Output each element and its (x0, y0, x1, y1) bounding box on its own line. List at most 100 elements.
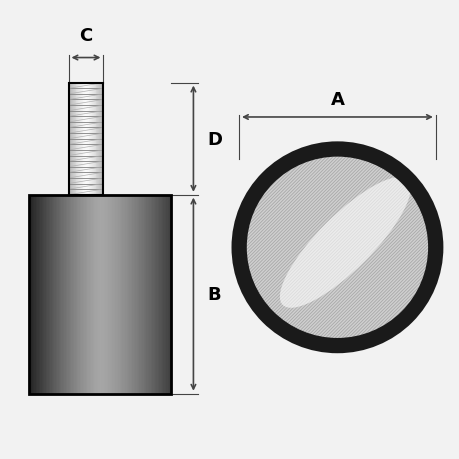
Bar (78, 84, 79, 195)
Bar (92, 195, 94, 394)
Bar (85, 195, 87, 394)
Bar (102, 84, 103, 195)
Bar (93, 84, 94, 195)
Bar (138, 195, 139, 394)
Bar (151, 195, 152, 394)
Bar (50, 195, 51, 394)
Bar (91, 84, 92, 195)
Bar (78, 195, 80, 394)
Bar (82, 84, 83, 195)
Bar (95, 84, 96, 195)
Bar (36, 195, 37, 394)
Bar (140, 195, 142, 394)
Bar (129, 195, 131, 394)
Bar (72, 84, 73, 195)
Bar (115, 195, 117, 394)
Bar (90, 195, 91, 394)
Bar (68, 84, 103, 195)
Bar (77, 195, 78, 394)
Bar (81, 195, 83, 394)
Bar (132, 195, 134, 394)
Bar (156, 195, 157, 394)
Bar (40, 195, 41, 394)
Bar (109, 195, 111, 394)
Bar (88, 84, 89, 195)
Bar (46, 195, 47, 394)
Bar (102, 195, 104, 394)
Bar (90, 84, 91, 195)
Bar (54, 195, 56, 394)
Bar (30, 195, 32, 394)
Bar (66, 195, 67, 394)
Bar (145, 195, 146, 394)
Bar (118, 195, 119, 394)
Bar (157, 195, 159, 394)
Bar (86, 84, 87, 195)
Bar (74, 195, 75, 394)
Bar (131, 195, 132, 394)
Bar (169, 195, 170, 394)
Bar (68, 84, 69, 195)
Bar (98, 84, 99, 195)
Bar (99, 84, 100, 195)
Bar (32, 195, 33, 394)
Bar (122, 195, 123, 394)
Bar (94, 84, 95, 195)
Bar (34, 195, 36, 394)
Bar (77, 84, 78, 195)
Bar (84, 84, 85, 195)
Bar (87, 195, 88, 394)
Bar (121, 195, 122, 394)
Bar (101, 195, 102, 394)
Bar (37, 195, 39, 394)
Bar (100, 84, 101, 195)
Text: A: A (330, 90, 344, 109)
Bar (41, 195, 43, 394)
Bar (60, 195, 62, 394)
Bar (29, 195, 30, 394)
Bar (146, 195, 147, 394)
Bar (164, 195, 166, 394)
Bar (70, 84, 71, 195)
Bar (39, 195, 40, 394)
Bar (68, 195, 70, 394)
Bar (64, 195, 66, 394)
Bar (75, 195, 77, 394)
Text: D: D (207, 130, 222, 148)
Bar (163, 195, 164, 394)
Bar (76, 84, 77, 195)
Bar (94, 195, 95, 394)
Bar (83, 195, 84, 394)
Text: B: B (207, 285, 220, 303)
Bar (139, 195, 140, 394)
Bar (134, 195, 135, 394)
Bar (85, 84, 86, 195)
Bar (108, 195, 109, 394)
Bar (92, 84, 93, 195)
Bar (75, 84, 76, 195)
Bar (89, 84, 90, 195)
Bar (126, 195, 128, 394)
Bar (97, 84, 98, 195)
Bar (49, 195, 50, 394)
Bar (79, 84, 80, 195)
Bar (119, 195, 121, 394)
Bar (135, 195, 136, 394)
Bar (104, 195, 105, 394)
Bar (80, 195, 81, 394)
Bar (97, 195, 98, 394)
Bar (143, 195, 145, 394)
Bar (87, 84, 88, 195)
Bar (100, 195, 101, 394)
Bar (112, 195, 114, 394)
Bar (71, 84, 72, 195)
Bar (128, 195, 129, 394)
Bar (152, 195, 153, 394)
Text: C: C (79, 27, 92, 45)
Bar (63, 195, 64, 394)
Bar (166, 195, 168, 394)
Bar (62, 195, 63, 394)
Bar (111, 195, 112, 394)
Bar (105, 195, 106, 394)
Bar (80, 84, 81, 195)
